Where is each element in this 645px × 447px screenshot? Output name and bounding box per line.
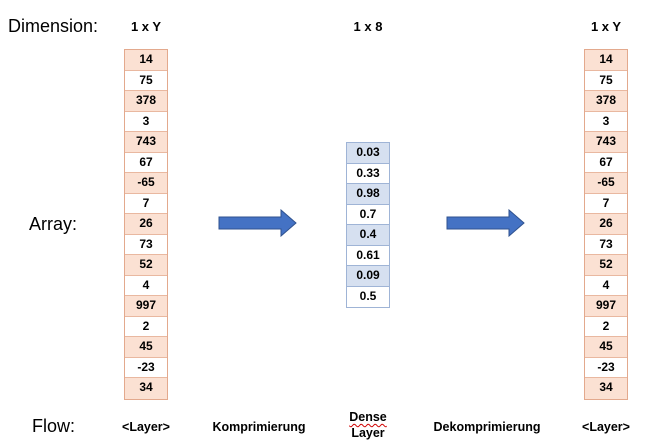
right-dimension: 1 x Y [590,19,622,34]
array-cell: 14 [585,50,627,71]
flow-label: Flow: [32,416,76,436]
array-cell: 997 [125,296,167,317]
dimension-label: Dimension: [8,16,99,36]
flow-dense-line1: Dense [349,410,387,424]
array-cell: 52 [125,255,167,276]
left-dimension: 1 x Y [130,19,162,34]
flow-layer-right: <Layer> [582,420,630,434]
array-cell: -23 [585,357,627,378]
array-cell: 34 [585,378,627,399]
array-cell: 743 [125,132,167,153]
array-cell: 73 [585,234,627,255]
array-cell: 4 [125,275,167,296]
array-cell: 3 [125,111,167,132]
array-cell: 2 [125,316,167,337]
flow-compress: Komprimierung [212,420,306,434]
array-cell: 378 [585,91,627,112]
flow-decompress: Dekomprimierung [433,420,541,434]
array-cell: 0.03 [347,143,389,164]
array-cell: 0.09 [347,266,389,287]
array-cell: -65 [125,173,167,194]
output-array: 14 75 378 3 743 67 -65 7 26 73 52 4 997 2 45 -23 34 [584,49,628,400]
array-cell: 2 [585,316,627,337]
flow-dense-line2: Layer [351,426,385,440]
middle-dimension: 1 x 8 [353,19,383,34]
array-cell: 0.61 [347,245,389,266]
array-cell: 26 [125,214,167,235]
array-cell: 45 [125,337,167,358]
array-cell: 0.5 [347,286,389,307]
array-cell: 7 [125,193,167,214]
array-cell: 14 [125,50,167,71]
dense-array: 0.03 0.33 0.98 0.7 0.4 0.61 0.09 0.5 [346,142,390,308]
array-cell: 45 [585,337,627,358]
array-cell: -65 [585,173,627,194]
array-cell: 75 [585,70,627,91]
array-cell: 378 [125,91,167,112]
array-cell: 0.4 [347,225,389,246]
decompress-arrow-icon [446,209,525,237]
array-cell: 73 [125,234,167,255]
array-cell: 0.98 [347,184,389,205]
array-label: Array: [29,214,78,234]
array-cell: 0.7 [347,204,389,225]
array-cell: 743 [585,132,627,153]
compress-arrow-icon [218,209,297,237]
input-array: 14 75 378 3 743 67 -65 7 26 73 52 4 997 2 45 -23 34 [124,49,168,400]
array-cell: 34 [125,378,167,399]
array-cell: 7 [585,193,627,214]
array-cell: 67 [585,152,627,173]
array-cell: 75 [125,70,167,91]
array-cell: 67 [125,152,167,173]
array-cell: -23 [125,357,167,378]
array-cell: 0.33 [347,163,389,184]
array-cell: 997 [585,296,627,317]
array-cell: 52 [585,255,627,276]
array-cell: 4 [585,275,627,296]
array-cell: 26 [585,214,627,235]
flow-dense-layer: Dense Layer [349,409,387,441]
flow-layer-left: <Layer> [122,420,170,434]
array-cell: 3 [585,111,627,132]
